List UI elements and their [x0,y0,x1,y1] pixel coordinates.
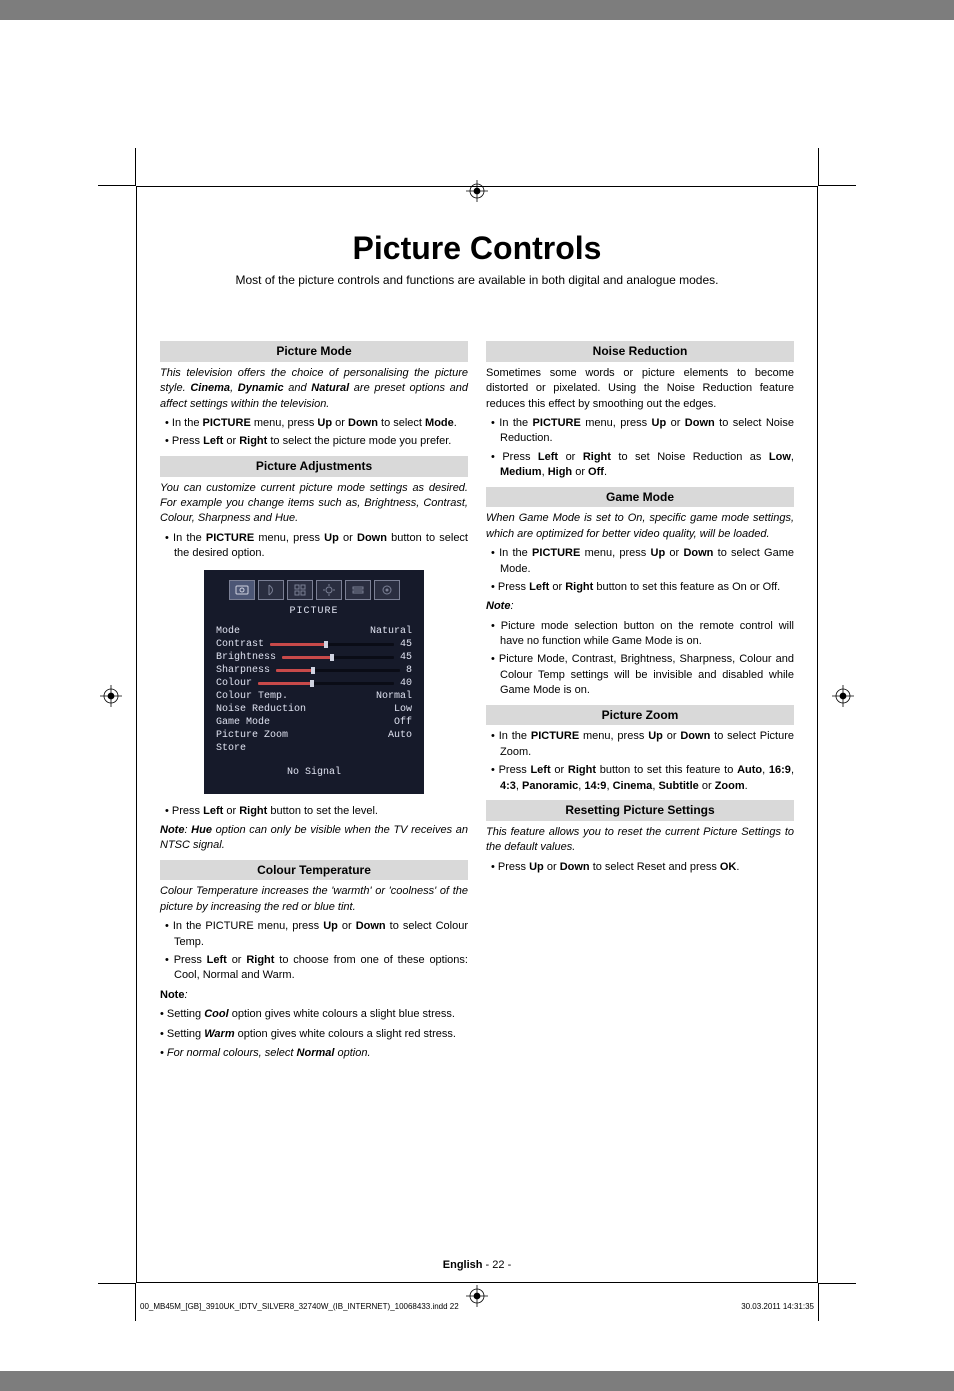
list-item: Press Left or Right to choose from one o… [160,953,468,984]
list-item: In the PICTURE menu, press Up or Down to… [486,546,794,577]
osd-picture-menu: PICTURE ModeNatural Contrast45 Brightnes… [204,570,424,794]
list-item: Press Left or Right button to set the le… [160,804,468,819]
timestamp-label: 30.03.2011 14:31:35 [741,1302,814,1311]
page-number: English - 22 - [0,1259,954,1271]
right-column: Noise Reduction Sometimes some words or … [486,335,794,1065]
body-text: Colour Temperature increases the 'warmth… [160,884,468,915]
page-title: Picture Controls [160,230,794,267]
osd-status: No Signal [216,765,412,780]
page-subtitle: Most of the picture controls and functio… [160,273,794,287]
list-item: Press Left or Right to set Noise Reducti… [486,450,794,481]
section-title: Picture Mode [160,341,468,362]
crop-mark [98,1283,136,1321]
manual-page: Picture Controls Most of the picture con… [0,20,954,1371]
list-item: Press Left or Right to select the pictur… [160,434,468,449]
content-area: Picture Controls Most of the picture con… [96,110,858,1065]
list-item: In the PICTURE menu, press Up or Down bu… [160,531,468,562]
body-text: This feature allows you to reset the cur… [486,825,794,856]
bullet-list: In the PICTURE menu, press Up or Down to… [486,546,794,595]
section-title: Colour Temperature [160,860,468,881]
osd-tab-source-icon [345,580,371,600]
list-item: In the PICTURE menu, press Up or Down to… [160,919,468,950]
bullet-list: In the PICTURE menu, press Up or Down bu… [160,531,468,562]
bullet-list: Press Up or Down to select Reset and pre… [486,860,794,875]
note-label: Note: [160,988,468,1003]
section-title: Game Mode [486,487,794,508]
list-item: Picture mode selection button on the rem… [486,619,794,650]
osd-tab-install-icon [316,580,342,600]
bullet-list: In the PICTURE menu, press Up or Down to… [486,416,794,481]
body-text: When Game Mode is set to On, specific ga… [486,511,794,542]
osd-tab-picture-icon [229,580,255,600]
section-title: Picture Zoom [486,705,794,726]
source-file-label: 00_MB45M_[GB]_3910UK_IDTV_SILVER8_32740W… [140,1302,459,1311]
note-text: Note: Hue option can only be visible whe… [160,823,468,854]
osd-tab-sound-icon [258,580,284,600]
list-item: In the PICTURE menu, press Up or Down to… [486,416,794,447]
osd-row: Store [216,742,412,755]
bullet-list: Press Left or Right button to set the le… [160,804,468,819]
bullet-list: In the PICTURE menu, press Up or Down to… [160,416,468,450]
body-text: • For normal colours, select Normal opti… [160,1046,468,1061]
list-item: Picture Mode, Contrast, Brightness, Shar… [486,652,794,698]
bullet-list: Picture mode selection button on the rem… [486,619,794,699]
two-column-layout: Picture Mode This television offers the … [160,335,794,1065]
body-text: Sometimes some words or picture elements… [486,366,794,412]
note-label: Note: [486,599,794,614]
body-text: • Setting Cool option gives white colour… [160,1007,468,1022]
list-item: Press Left or Right button to set this f… [486,580,794,595]
body-text: You can customize current picture mode s… [160,481,468,527]
body-text: • Setting Warm option gives white colour… [160,1027,468,1042]
section-title: Picture Adjustments [160,456,468,477]
osd-tab-settings-icon [374,580,400,600]
left-column: Picture Mode This television offers the … [160,335,468,1065]
list-item: Press Up or Down to select Reset and pre… [486,860,794,875]
section-title: Noise Reduction [486,341,794,362]
body-text: This television offers the choice of per… [160,366,468,412]
osd-heading: PICTURE [216,604,412,619]
bullet-list: In the PICTURE menu, press Up or Down to… [486,729,794,794]
osd-tab-features-icon [287,580,313,600]
print-footer: 00_MB45M_[GB]_3910UK_IDTV_SILVER8_32740W… [140,1302,814,1311]
list-item: In the PICTURE menu, press Up or Down to… [486,729,794,760]
bullet-list: In the PICTURE menu, press Up or Down to… [160,919,468,984]
crop-mark [818,1283,856,1321]
section-title: Resetting Picture Settings [486,800,794,821]
list-item: Press Left or Right button to set this f… [486,763,794,794]
list-item: In the PICTURE menu, press Up or Down to… [160,416,468,431]
osd-tab-bar [216,580,412,600]
